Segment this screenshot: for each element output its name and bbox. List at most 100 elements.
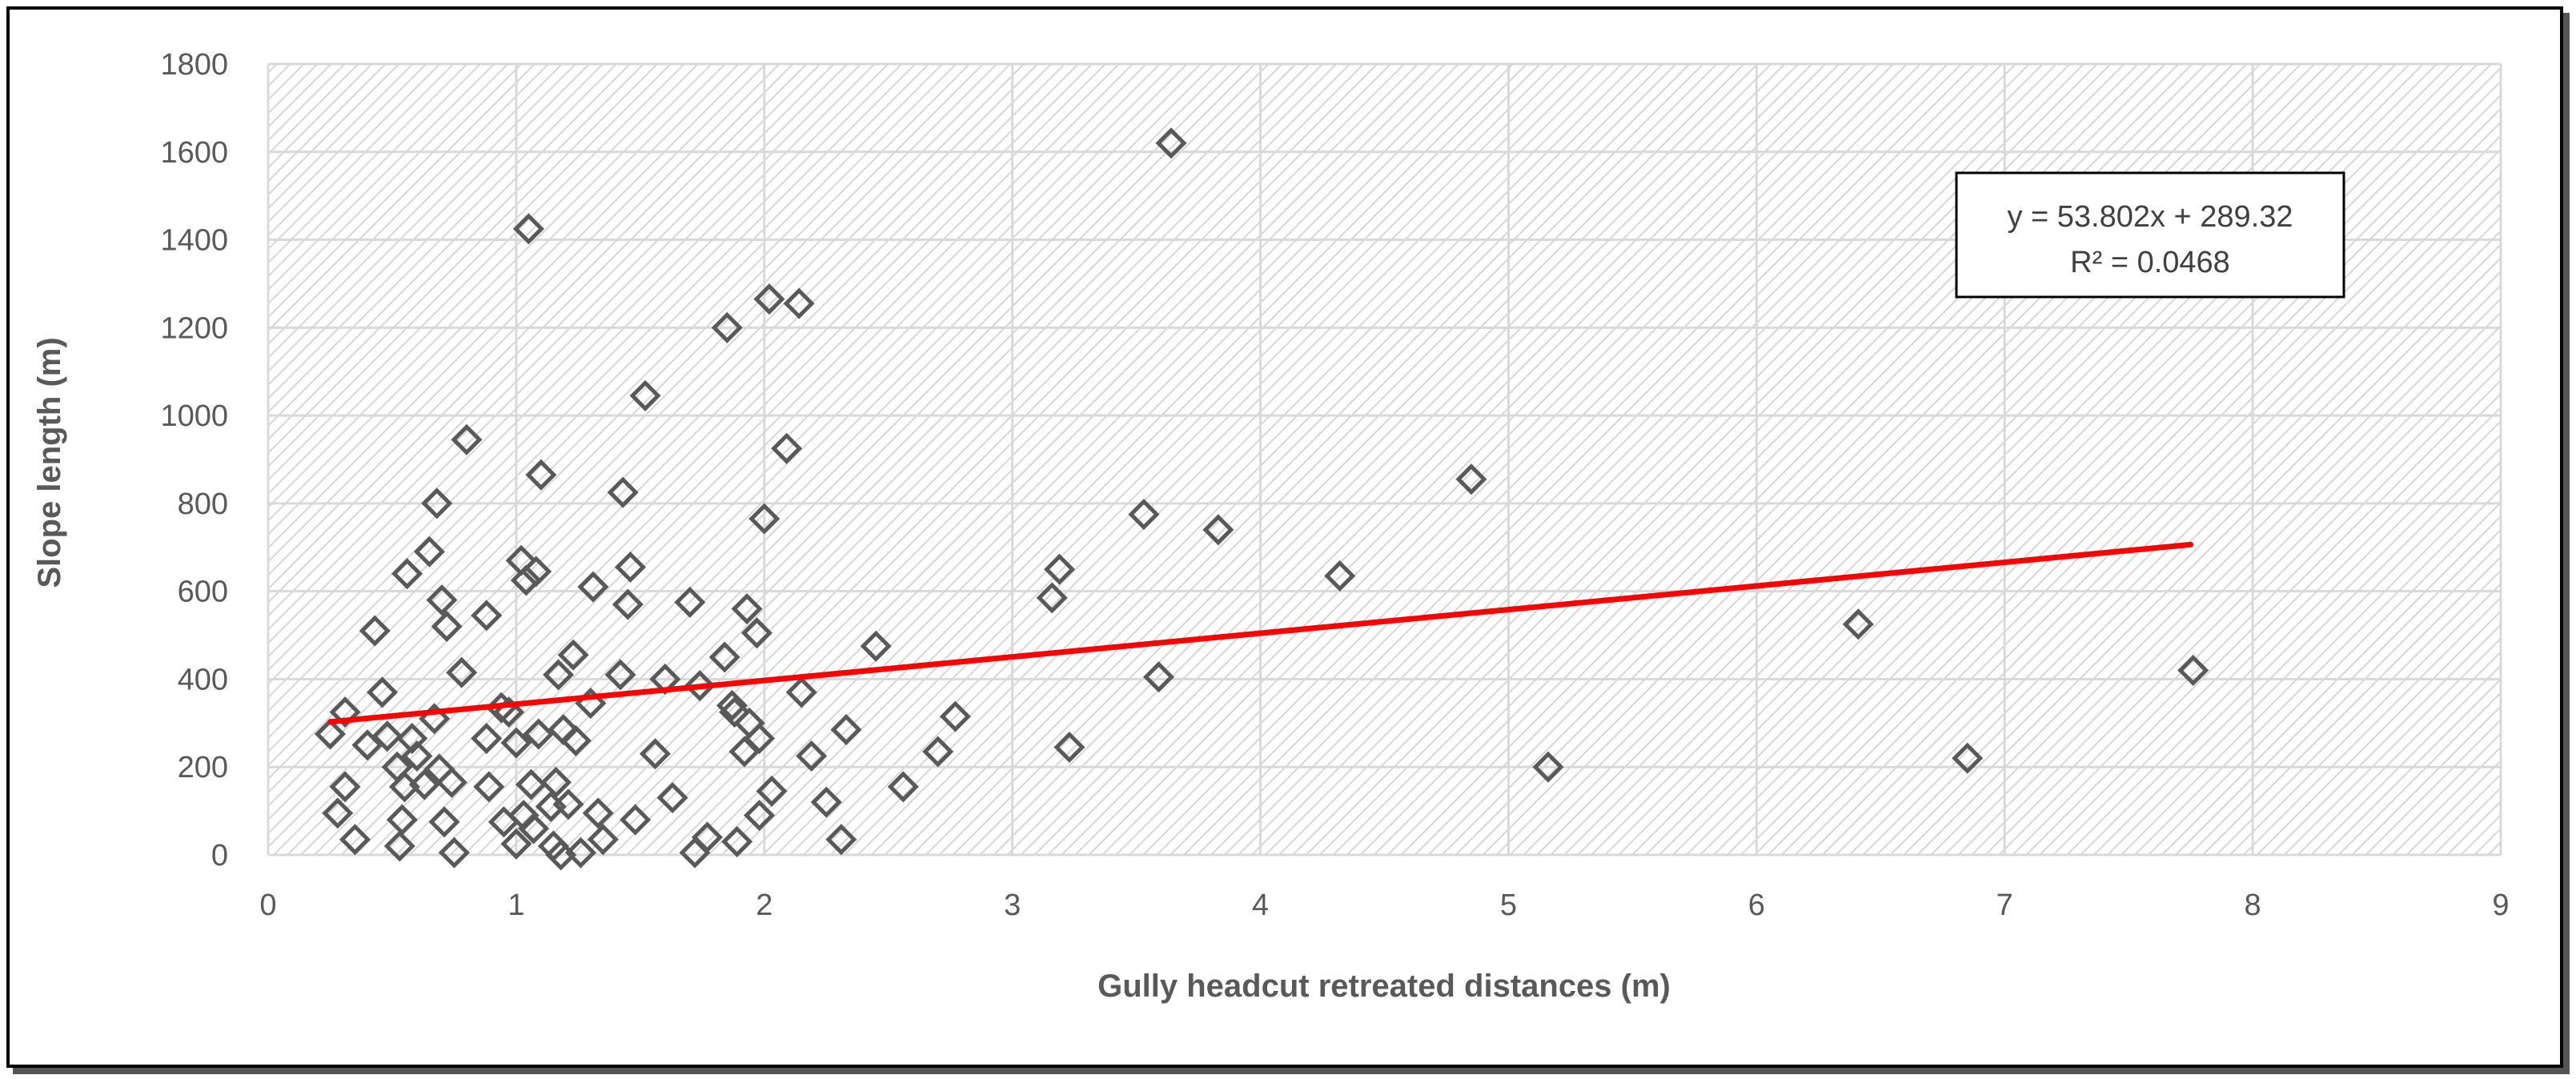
data-point: [716, 689, 748, 721]
data-point: [543, 659, 575, 691]
data-point: [396, 723, 428, 755]
data-point: [523, 718, 555, 750]
data-point: [552, 788, 584, 820]
data-point: [1952, 742, 1984, 774]
equation-text: y = 53.802x + 289.32: [2007, 200, 2293, 234]
data-point: [329, 771, 361, 803]
y-tick-labels: 0 200 400 600 800 1000 1200 1400 1600 1800: [160, 48, 228, 872]
data-point: [1128, 499, 1160, 531]
x-tick-label: 9: [2492, 888, 2509, 922]
data-point: [719, 696, 751, 728]
data-point: [314, 718, 347, 750]
data-point: [413, 535, 445, 568]
data-point: [520, 556, 552, 588]
x-tick-label: 5: [1500, 888, 1517, 922]
data-point: [500, 727, 532, 759]
data-point: [721, 825, 753, 858]
data-point: [656, 782, 688, 814]
data-point: [1202, 514, 1234, 546]
data-point: [748, 503, 780, 535]
trendline: [327, 541, 2194, 725]
data-points: [314, 127, 2209, 871]
data-point: [435, 766, 467, 798]
x-tick-label: 0: [259, 888, 276, 922]
data-point: [684, 670, 716, 702]
y-tick-label: 400: [178, 663, 228, 696]
data-point: [612, 588, 644, 620]
x-tick-label: 6: [1748, 888, 1765, 922]
y-tick-label: 800: [178, 487, 228, 521]
x-tick-label: 1: [508, 888, 524, 922]
data-point: [740, 617, 773, 649]
data-point: [1455, 463, 1487, 495]
y-tick-label: 600: [178, 576, 228, 609]
data-point: [351, 729, 383, 761]
y-axis-title: Slope length (m): [32, 337, 67, 588]
data-point: [674, 586, 706, 618]
data-point: [629, 379, 661, 411]
data-point: [756, 775, 788, 807]
data-point: [922, 736, 954, 768]
data-point: [557, 639, 589, 671]
data-point: [1324, 560, 1356, 592]
data-point: [744, 800, 776, 832]
data-point: [322, 797, 354, 829]
data-point: [383, 830, 415, 862]
data-point: [1142, 661, 1175, 693]
data-point: [810, 786, 842, 818]
data-point: [691, 821, 724, 853]
data-point: [711, 311, 743, 343]
data-point: [525, 459, 557, 491]
data-point: [582, 797, 614, 829]
x-tick-label: 2: [756, 888, 772, 922]
data-point: [785, 676, 817, 708]
y-tick-label: 1600: [160, 136, 228, 170]
y-tick-label: 1400: [160, 224, 228, 258]
data-point: [391, 558, 423, 590]
data-point: [939, 700, 971, 732]
x-axis-title: Gully headcut retreated distances (m): [1097, 969, 1671, 1004]
data-point: [438, 836, 470, 868]
x-tick-label: 7: [1996, 888, 2013, 922]
data-point: [1044, 553, 1076, 585]
data-point: [783, 287, 815, 319]
data-point: [604, 659, 636, 691]
y-tick-label: 1800: [160, 48, 228, 82]
data-point: [359, 615, 391, 647]
data-point: [577, 571, 609, 603]
equation-box: y = 53.802x + 289.32 R² = 0.0468: [1955, 171, 2345, 299]
data-point: [471, 723, 503, 755]
data-point: [510, 564, 542, 596]
x-tick-label: 3: [1004, 888, 1021, 922]
data-point: [386, 804, 418, 836]
data-point: [607, 476, 639, 508]
data-point: [426, 584, 458, 616]
data-point: [512, 213, 544, 245]
data-point: [887, 771, 919, 803]
data-point: [446, 656, 478, 688]
data-point: [2177, 654, 2209, 687]
data-point: [564, 836, 596, 868]
data-point: [500, 828, 532, 860]
data-point: [473, 771, 505, 803]
data-point: [731, 593, 763, 625]
data-point: [1532, 751, 1564, 783]
data-point: [471, 600, 503, 632]
data-point: [518, 812, 550, 844]
data-point: [753, 283, 785, 315]
data-point: [339, 824, 371, 856]
data-point: [860, 630, 892, 662]
y-tick-label: 0: [211, 839, 228, 872]
y-tick-label: 200: [178, 751, 228, 784]
data-point: [560, 724, 592, 756]
data-point: [408, 768, 440, 800]
data-point: [620, 804, 652, 836]
data-point: [451, 423, 483, 455]
data-point: [708, 641, 740, 673]
data-point: [1036, 582, 1068, 614]
x-tick-label: 4: [1252, 888, 1269, 922]
y-tick-label: 1200: [160, 311, 228, 345]
data-point: [421, 487, 453, 519]
data-point: [329, 696, 361, 728]
